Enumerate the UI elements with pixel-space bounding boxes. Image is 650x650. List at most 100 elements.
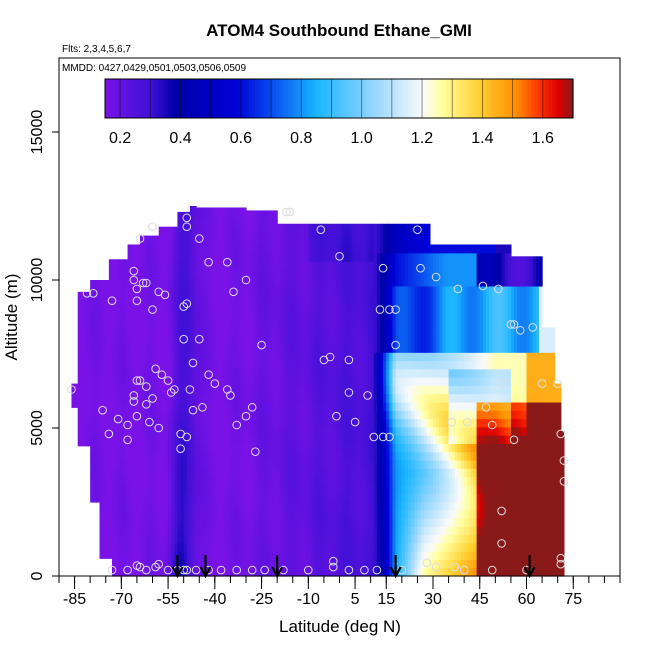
heatmap-cell xyxy=(242,459,247,469)
heatmap-cell xyxy=(398,493,403,503)
heatmap-cell xyxy=(171,294,175,304)
heatmap-cell xyxy=(124,410,129,420)
heatmap-cell xyxy=(161,269,166,279)
heatmap-cell xyxy=(380,435,384,444)
heatmap-cell xyxy=(255,426,260,436)
heatmap-cell xyxy=(136,551,141,561)
heatmap-cell xyxy=(429,377,434,386)
heatmap-cell xyxy=(414,343,419,353)
heatmap-cell xyxy=(224,534,228,544)
heatmap-cell xyxy=(168,435,172,444)
heatmap-cell xyxy=(348,551,353,561)
heatmap-cell xyxy=(71,390,76,400)
heatmap-cell xyxy=(211,277,216,287)
heatmap-cell xyxy=(93,394,97,404)
heatmap-cell xyxy=(448,493,453,503)
heatmap-cell xyxy=(317,360,322,370)
heatmap-cell xyxy=(221,493,225,503)
heatmap-cell xyxy=(186,252,191,262)
heatmap-cell xyxy=(270,468,275,478)
heatmap-cell xyxy=(180,302,185,312)
heatmap-cell xyxy=(99,392,104,402)
heatmap-cell xyxy=(255,335,260,345)
heatmap-cell xyxy=(193,393,197,403)
heatmap-cell xyxy=(445,285,450,295)
heatmap-cell xyxy=(211,443,216,453)
heatmap-cell xyxy=(105,433,110,443)
heatmap-cell xyxy=(155,335,160,345)
heatmap-cell xyxy=(118,567,122,577)
heatmap-cell xyxy=(408,435,412,444)
heatmap-cell xyxy=(401,493,406,503)
heatmap-cell xyxy=(408,385,412,395)
heatmap-cell xyxy=(311,319,316,328)
heatmap-cell xyxy=(433,476,437,486)
heatmap-cell xyxy=(214,542,219,552)
heatmap-cell xyxy=(196,352,200,362)
heatmap-cell xyxy=(302,223,306,229)
heatmap-cell xyxy=(345,223,350,229)
heatmap-cell xyxy=(417,501,422,511)
heatmap-cell xyxy=(136,368,141,378)
heatmap-cell xyxy=(417,410,422,420)
heatmap-cell xyxy=(140,343,144,353)
heatmap-cell xyxy=(395,476,400,486)
heatmap-cell xyxy=(436,261,440,270)
heatmap-cell xyxy=(227,534,232,544)
heatmap-cell xyxy=(348,451,353,461)
heatmap-cell xyxy=(261,261,266,270)
heatmap-cell xyxy=(302,451,306,461)
heatmap-cell xyxy=(108,533,113,543)
heatmap-cell xyxy=(221,211,225,221)
heatmap-cell xyxy=(136,294,141,304)
heatmap-cell xyxy=(274,426,278,436)
heatmap-cell xyxy=(442,443,447,453)
heatmap-cell xyxy=(196,227,200,237)
heatmap-cell xyxy=(333,517,337,527)
heatmap-cell xyxy=(370,559,375,569)
heatmap-cell xyxy=(426,285,431,295)
heatmap-cell xyxy=(351,484,356,494)
heatmap-cell xyxy=(380,227,384,237)
heatmap-cell xyxy=(227,426,232,436)
heatmap-cell xyxy=(127,252,132,262)
heatmap-cell xyxy=(261,476,266,486)
heatmap-cell xyxy=(108,467,113,476)
heatmap-cell xyxy=(442,302,447,312)
heatmap-cell xyxy=(121,277,126,287)
heatmap-cell xyxy=(255,210,260,212)
heatmap-cell xyxy=(258,319,263,328)
heatmap-cell xyxy=(401,559,406,569)
heatmap-cell xyxy=(298,343,303,353)
heatmap-cell xyxy=(411,484,415,494)
heatmap-cell xyxy=(149,352,154,362)
heatmap-cell xyxy=(280,509,284,519)
heatmap-cell xyxy=(102,334,107,344)
heatmap-cell xyxy=(136,468,141,478)
heatmap-cell xyxy=(267,435,272,444)
heatmap-cell xyxy=(383,352,387,362)
heatmap-cell xyxy=(323,493,328,503)
heatmap-cell xyxy=(323,484,328,494)
heatmap-cell xyxy=(426,368,431,378)
heatmap-cell xyxy=(298,493,303,503)
heatmap-cell xyxy=(246,542,250,552)
heatmap-cell xyxy=(252,327,256,337)
heatmap-cell xyxy=(305,401,309,411)
heatmap-cell xyxy=(380,559,384,569)
heatmap-cell xyxy=(115,493,119,503)
heatmap-cell xyxy=(249,517,253,527)
heatmap-cell xyxy=(429,385,434,395)
heatmap-cell xyxy=(423,236,428,246)
heatmap-cell xyxy=(205,211,210,221)
heatmap-cell xyxy=(242,343,247,353)
heatmap-cell xyxy=(193,426,197,436)
heatmap-cell xyxy=(168,252,172,262)
heatmap-cell xyxy=(149,368,154,378)
heatmap-cell xyxy=(333,269,337,279)
heatmap-cell xyxy=(286,501,291,511)
heatmap-cell xyxy=(227,368,232,378)
heatmap-cell xyxy=(404,401,409,411)
heatmap-cell xyxy=(436,352,440,362)
heatmap-cell xyxy=(90,344,94,354)
